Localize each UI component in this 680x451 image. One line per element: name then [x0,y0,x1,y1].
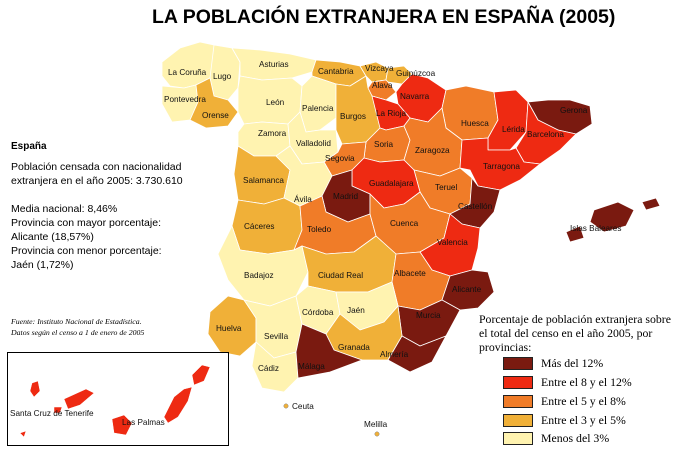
label-albacete: Albacete [394,269,426,278]
label-valencia: Valencia [437,238,468,247]
legend-label-5: Menos del 3% [541,431,610,445]
label-zaragoza: Zaragoza [415,146,450,155]
label-burgos: Burgos [340,112,366,121]
info-heading: España [11,141,47,152]
island-menorca [641,197,661,211]
canary-islands-map: Santa Cruz de Tenerife Las Palmas [10,364,211,438]
island-la-gomera [53,406,63,414]
label-toledo: Toledo [307,225,332,234]
province-orense [189,77,239,129]
legend-label-3: Entre el 5 y el 8% [541,394,626,408]
island-tenerife [63,388,95,410]
legend-swatch-2 [503,376,533,389]
source-note: Fuente: Instituto Nacional de Estadístic… [11,316,144,338]
label-soria: Soria [374,140,394,149]
ceuta-dot [283,403,289,409]
legend-label-2: Entre el 8 y el 12% [541,375,632,389]
island-ibiza [565,225,585,243]
label-ceuta: Ceuta [292,402,314,411]
label-valladolid: Valladolid [296,139,331,148]
province-cadiz [251,341,299,393]
source-line-1: Fuente: Instituto Nacional de Estadístic… [11,317,142,326]
label-castellon: Castellón [458,202,493,211]
label-salamanca: Salamanca [243,176,284,185]
label-alava: Álava [372,80,393,90]
island-fuerteventura [163,386,193,424]
legend-swatch-5 [503,432,533,445]
label-malaga: Málaga [298,362,325,371]
label-baleares: Islas Baleares [570,224,621,233]
map-title: LA POBLACIÓN EXTRANJERA EN ESPAÑA (2005) [152,6,616,28]
label-santa-cruz: Santa Cruz de Tenerife [10,409,94,418]
label-la-coruna: La Coruña [168,68,207,77]
island-lanzarote [191,364,211,386]
label-badajoz: Badajoz [244,271,274,280]
island-la-palma [29,380,41,398]
legend-label-4: Entre el 3 y el 5% [541,413,626,427]
legend-title: Porcentaje de población extranjera sobre… [479,312,671,354]
melilla-dot [374,431,380,437]
info-line-2: extranjera en el año 2005: 3.730.610 [11,175,183,187]
province-malaga [295,323,363,379]
label-vizcaya: Vizcaya [365,64,394,73]
label-murcia: Murcia [416,311,441,320]
label-lerida: Lérida [502,125,525,134]
label-guipuzcoa: Guipúzcoa [396,69,436,78]
label-huelva: Huelva [216,324,242,333]
label-barcelona: Barcelona [527,130,564,139]
province-almeria [387,335,447,373]
label-huesca: Huesca [461,119,489,128]
label-ciudad-real: Ciudad Real [318,271,363,280]
legend-swatch-4 [503,414,533,427]
label-navarra: Navarra [400,92,430,101]
label-las-palmas: Las Palmas [122,418,165,427]
label-tarragona: Tarragona [483,162,520,171]
legend-label-1: Más del 12% [541,356,604,370]
label-palencia: Palencia [302,104,334,113]
label-pontevedra: Pontevedra [164,95,206,104]
label-zamora: Zamora [258,129,287,138]
info-line-6: Provincia con menor porcentaje: [11,245,162,257]
island-el-hierro [19,430,27,438]
label-asturias: Asturias [259,60,289,69]
province-asturias [231,47,317,81]
label-cantabria: Cantabria [318,67,354,76]
info-line-1: Población censada con nacionalidad [11,161,182,173]
label-madrid: Madrid [333,192,358,201]
label-teruel: Teruel [435,183,457,192]
label-melilla: Melilla [364,420,388,429]
label-la-rioja: La Rioja [376,109,406,118]
label-sevilla: Sevilla [264,332,289,341]
info-line-3: Media nacional: 8,46% [11,203,118,215]
label-cuenca: Cuenca [390,219,419,228]
label-orense: Orense [202,111,229,120]
label-segovia: Segovia [325,154,355,163]
info-line-4: Provincia con mayor porcentaje: [11,217,161,229]
label-avila: Ávila [294,194,312,204]
legend-swatch-1 [503,357,533,370]
label-cordoba: Córdoba [302,308,334,317]
canary-islands-inset: Santa Cruz de Tenerife Las Palmas [7,352,229,446]
label-gerona: Gerona [560,106,588,115]
label-almeria: Almería [380,350,409,359]
info-line-5: Alicante (18,57%) [11,231,94,243]
island-mallorca [589,201,635,233]
label-guadalajara: Guadalajara [369,179,414,188]
label-lugo: Lugo [213,72,232,81]
legend-swatch-3 [503,395,533,408]
province-badajoz [217,225,309,307]
label-alicante: Alicante [452,285,482,294]
label-cadiz: Cádiz [258,364,279,373]
source-line-2: Datos según el censo a 1 de enero de 200… [11,328,145,337]
label-granada: Granada [338,343,370,352]
info-line-7: Jaén (1,72%) [11,259,74,271]
label-leon: León [266,98,285,107]
label-caceres: Cáceres [244,222,275,231]
island-gran-canaria [111,414,133,436]
label-jaen: Jaén [347,306,365,315]
